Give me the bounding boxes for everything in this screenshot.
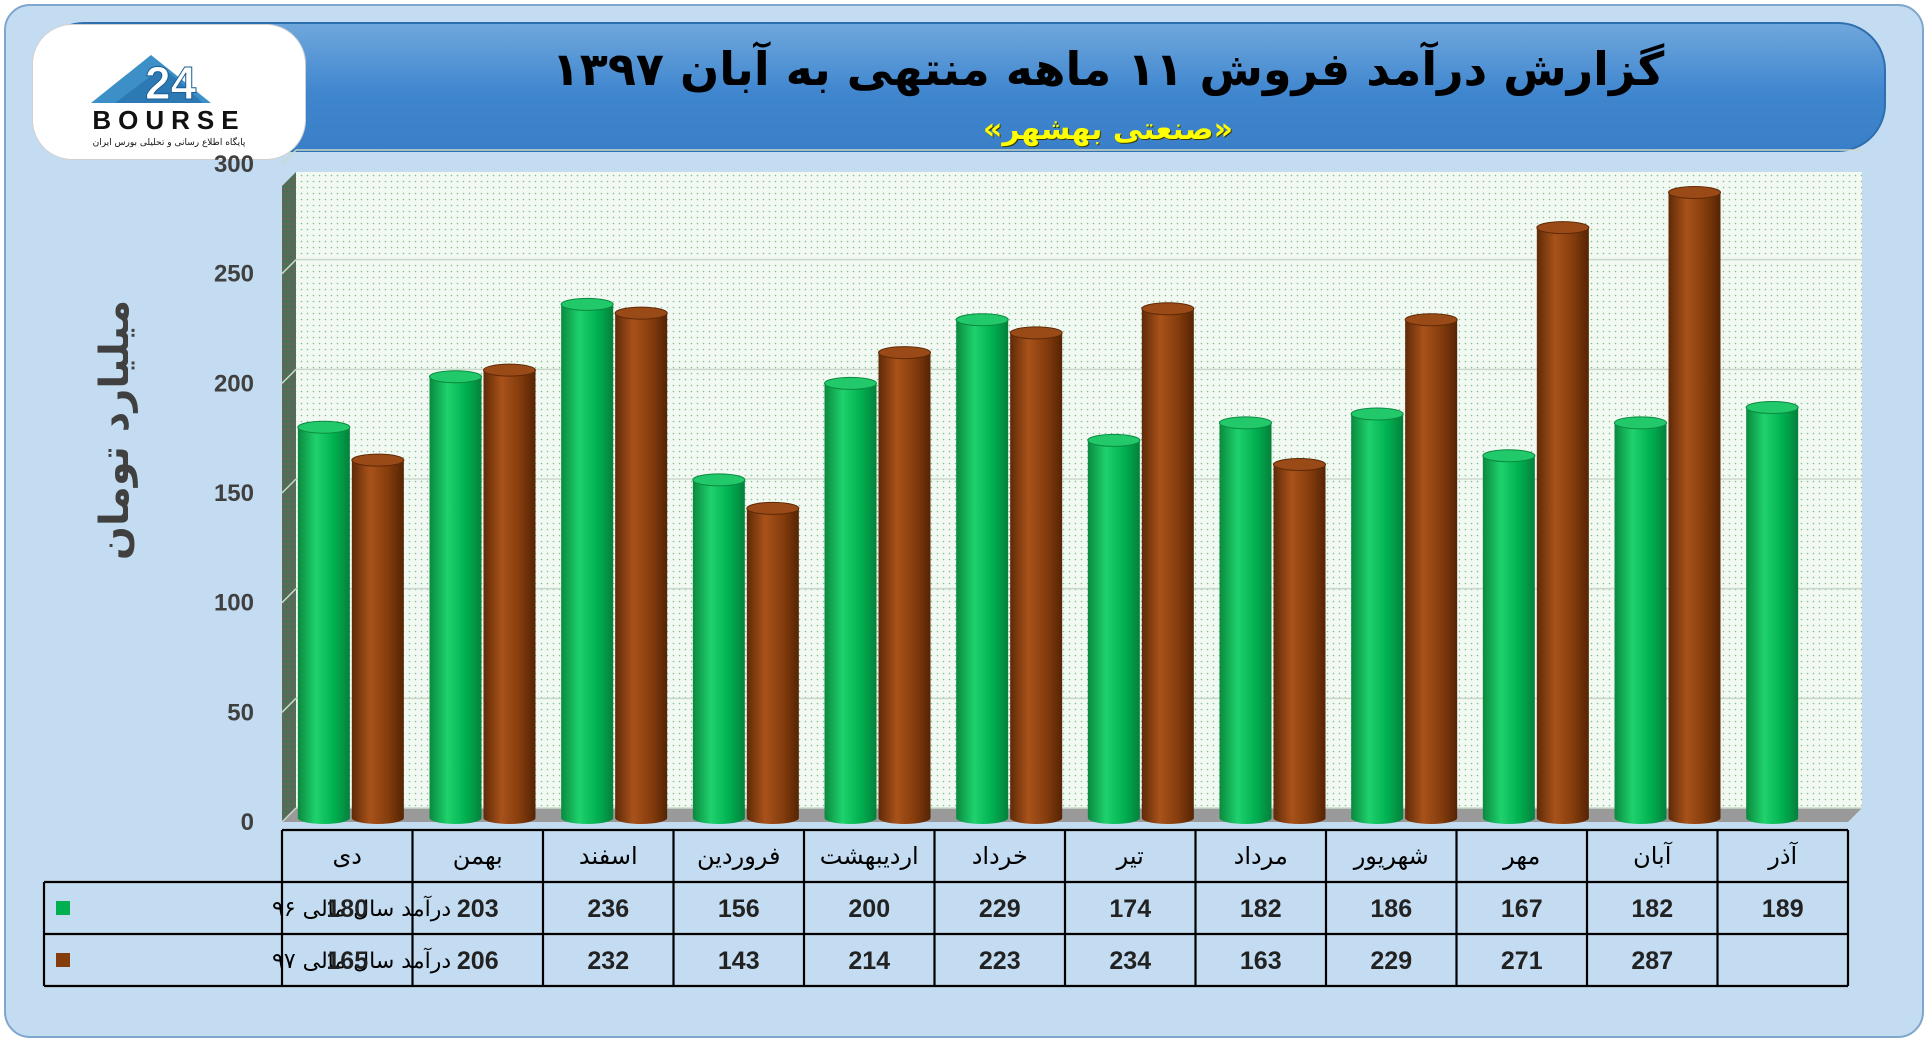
x-category-label: مرداد — [1234, 842, 1288, 870]
data-value-label: 180 — [326, 895, 368, 923]
data-value-label: 163 — [1240, 947, 1282, 975]
y-tick-label: 300 — [214, 151, 254, 178]
bars — [297, 186, 1799, 824]
bar-series96 — [824, 376, 877, 824]
bar-series96 — [692, 473, 746, 824]
bar-series97 — [1668, 186, 1721, 824]
bar-series97 — [1009, 326, 1063, 824]
x-category-label: خرداد — [972, 842, 1028, 870]
data-value-label: 143 — [718, 947, 760, 975]
data-value-label: 167 — [1501, 895, 1543, 923]
title-banner: گزارش درآمد فروش ۱۱ ماهه منتهی به آبان ۱… — [36, 22, 1886, 152]
gridline-side — [281, 368, 297, 384]
bar-series96 — [429, 370, 482, 824]
data-value-label: 165 — [326, 947, 368, 975]
x-category-label: فروردین — [697, 842, 781, 870]
data-value-label: 203 — [457, 895, 499, 923]
gridline-side — [281, 697, 297, 713]
legend-swatch — [56, 901, 70, 915]
x-category-label: شهریور — [1353, 842, 1429, 870]
bar-series96 — [297, 420, 351, 824]
data-value-label: 156 — [718, 895, 760, 923]
plot-area — [282, 172, 1862, 822]
x-category-label: تیر — [1116, 842, 1144, 870]
data-value-label: 189 — [1762, 895, 1804, 923]
data-value-label: 236 — [587, 895, 629, 923]
bar-series97 — [1273, 457, 1326, 824]
y-axis-ticks: 0 50 100 150 200 250 300 — [214, 151, 254, 836]
y-tick-label: 150 — [214, 480, 254, 507]
logo-tagline: پایگاه اطلاع رسانی و تحلیلی بورس ایران — [93, 136, 246, 148]
y-tick-label: 100 — [214, 590, 254, 617]
bar-series97 — [1536, 221, 1590, 824]
data-value-label: 229 — [979, 895, 1021, 923]
bar-series97 — [746, 501, 800, 824]
data-table: دی بهمن اسفند فروردین اردیبهشت خرداد تیر مرداد ش… — [42, 828, 1850, 988]
bar-series96 — [1350, 407, 1404, 824]
gridlines — [281, 149, 1862, 823]
y-axis-label: میلیارد تومان — [92, 300, 138, 560]
bar-series97 — [351, 453, 405, 824]
gridline-side — [281, 149, 297, 165]
y-tick-label: 200 — [214, 370, 254, 397]
y-tick-label: 0 — [241, 809, 254, 836]
data-value-label: 234 — [1109, 947, 1151, 975]
chart-subtitle: «صنعتی بهشهر» — [982, 112, 1234, 147]
data-value-label: 223 — [979, 947, 1021, 975]
bar-series96 — [560, 297, 614, 824]
bar-series96 — [1745, 400, 1799, 824]
logo-wordmark: BOURSE — [92, 105, 245, 135]
data-value-label: 229 — [1370, 947, 1412, 975]
plot-side-wall — [282, 172, 296, 822]
bar-series96 — [1482, 449, 1536, 824]
bar-series96 — [1087, 433, 1141, 824]
bar-series96 — [1219, 416, 1272, 824]
x-category-label: اردیبهشت — [820, 842, 919, 870]
plot-floor — [282, 808, 1862, 822]
bar-series96 — [1614, 416, 1667, 824]
chart-title: گزارش درآمد فروش ۱۱ ماهه منتهی به آبان ۱… — [551, 42, 1665, 96]
bar-series97 — [878, 346, 931, 824]
gridline-side — [281, 807, 297, 823]
data-value-label: 182 — [1631, 895, 1673, 923]
legend-label: درآمد سال مالی ۹۶ — [272, 895, 451, 922]
data-value-label: 287 — [1631, 947, 1673, 975]
legend-label: درآمد سال مالی ۹۷ — [272, 947, 451, 974]
data-value-label: 186 — [1370, 895, 1412, 923]
data-value-label: 182 — [1240, 895, 1282, 923]
x-category-label: بهمن — [453, 842, 503, 870]
gridline-side — [281, 588, 297, 604]
bar-series96 — [955, 313, 1009, 824]
plot-back-wall — [296, 172, 1862, 808]
x-category-label: اسفند — [579, 842, 638, 870]
y-tick-label: 250 — [214, 261, 254, 288]
gridline-side — [281, 478, 297, 494]
y-tick-label: 50 — [227, 699, 254, 726]
bar-series97 — [483, 363, 536, 824]
bar-series97 — [1404, 313, 1458, 824]
data-value-label: 200 — [848, 895, 890, 923]
logo-number: 24 — [145, 57, 197, 109]
gridline-side — [281, 259, 297, 275]
data-value-label: 232 — [587, 947, 629, 975]
bar-series97 — [1141, 302, 1195, 824]
bourse24-logo: 24 BOURSE پایگاه اطلاع رسانی و تحلیلی بو… — [32, 24, 306, 160]
x-category-label: آذر — [1767, 841, 1798, 870]
x-category-label: آبان — [1633, 841, 1673, 870]
x-category-label: دی — [333, 842, 362, 870]
data-value-label: 214 — [848, 947, 890, 975]
data-value-label: 174 — [1109, 895, 1151, 923]
x-category-label: مهر — [1502, 842, 1540, 870]
data-value-label: 206 — [457, 947, 499, 975]
data-value-label: 271 — [1501, 947, 1543, 975]
legend-swatch — [56, 953, 70, 967]
bar-series97 — [614, 306, 668, 824]
